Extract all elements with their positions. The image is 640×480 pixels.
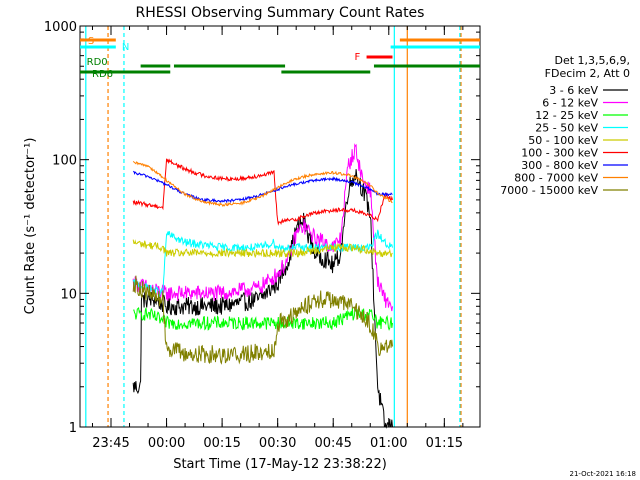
legend-entry-label: 50 - 100 keV <box>528 134 598 147</box>
series-line-2 <box>133 307 393 331</box>
y-axis: 1 10 100 1000 <box>44 20 480 436</box>
series-line-6 <box>133 170 393 204</box>
x-tick-label: 01:15 <box>426 436 463 451</box>
x-tick-label: 00:45 <box>314 436 351 451</box>
legend-entry-label: 300 - 800 keV <box>521 159 598 172</box>
legend-header: Det 1,3,5,6,9, <box>554 54 630 67</box>
x-tick-label: 00:15 <box>203 436 240 451</box>
annotation-label: RD6 <box>92 69 113 80</box>
y-tick-label: 1 <box>69 421 77 436</box>
legend-entry-label: 7000 - 15000 keV <box>500 184 598 197</box>
y-tick-label: 1000 <box>44 20 77 35</box>
plot-decorations <box>85 26 462 427</box>
legend-header: FDecim 2, Att 0 <box>545 67 630 80</box>
legend-entry-label: 100 - 300 keV <box>521 147 598 160</box>
legend-entry-label: 800 - 7000 keV <box>514 172 598 185</box>
series-line-1 <box>132 143 393 312</box>
legend-entry-label: 25 - 50 keV <box>535 122 598 135</box>
plot-frame <box>79 25 481 428</box>
annotation-label: RD0 <box>87 57 108 68</box>
footer-date: 21-Oct-2021 16:18 <box>570 470 636 478</box>
series-layer <box>132 143 393 429</box>
series-line-5 <box>132 158 393 226</box>
legend-entry-label: 6 - 12 keV <box>542 97 598 110</box>
annotation-label: S <box>88 36 94 47</box>
legend-entry-label: 3 - 6 keV <box>549 84 598 97</box>
series-line-7 <box>132 161 393 208</box>
series-line-0 <box>132 169 393 429</box>
legend: Det 1,3,5,6,9,FDecim 2, Att 0 3 - 6 keV6 … <box>500 54 630 197</box>
x-tick-label: 00:00 <box>148 436 185 451</box>
series-line-8 <box>132 275 393 365</box>
legend-entry-label: 12 - 25 keV <box>535 109 598 122</box>
series-line-3 <box>132 229 393 298</box>
y-tick-label: 10 <box>60 287 77 302</box>
x-tick-label: 00:30 <box>259 436 296 451</box>
chart-title: RHESSI Observing Summary Count Rates <box>136 5 425 21</box>
y-axis-label: Count Rate (s⁻¹ detector⁻¹) <box>23 138 38 315</box>
x-tick-label: 01:00 <box>370 436 407 451</box>
annotation-label: N <box>122 42 129 53</box>
annotation-label: F <box>355 52 361 63</box>
x-tick-label: 23:45 <box>92 436 129 451</box>
y-tick-label: 100 <box>52 154 77 169</box>
x-axis-label: Start Time (17-May-12 23:38:22) <box>173 457 387 472</box>
x-axis: 23:45 00:00 00:15 00:30 00:45 01:00 01:15 <box>91 26 464 451</box>
series-line-4 <box>132 239 393 259</box>
